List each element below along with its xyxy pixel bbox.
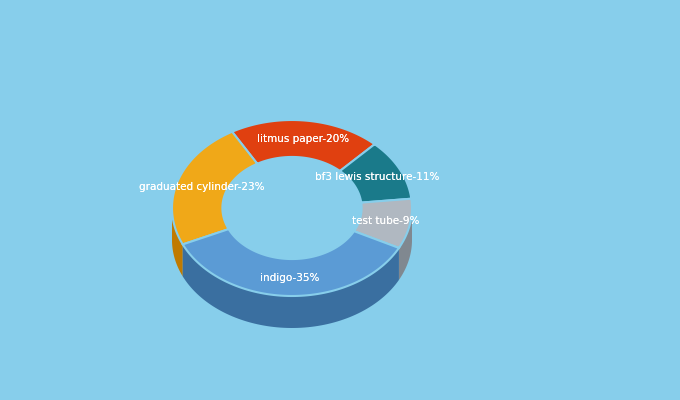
Polygon shape	[354, 208, 362, 263]
Polygon shape	[183, 244, 399, 328]
Text: bf3 lewis structure-11%: bf3 lewis structure-11%	[315, 172, 439, 182]
Text: litmus paper-20%: litmus paper-20%	[257, 134, 350, 144]
Text: indigo-35%: indigo-35%	[260, 272, 320, 282]
Polygon shape	[354, 199, 412, 248]
Polygon shape	[183, 229, 399, 296]
Text: indigo-35%: indigo-35%	[260, 272, 320, 282]
Polygon shape	[222, 209, 228, 261]
Text: litmus paper-20%: litmus paper-20%	[257, 134, 350, 144]
Polygon shape	[232, 120, 375, 171]
Polygon shape	[340, 144, 411, 203]
Polygon shape	[172, 209, 183, 276]
Text: test tube-9%: test tube-9%	[352, 216, 419, 226]
Text: bf3 lewis structure-11%: bf3 lewis structure-11%	[315, 172, 439, 182]
Polygon shape	[399, 208, 412, 280]
Ellipse shape	[222, 157, 362, 259]
Text: graduated cylinder-23%: graduated cylinder-23%	[139, 182, 265, 192]
Polygon shape	[228, 229, 354, 291]
Text: test tube-9%: test tube-9%	[352, 216, 419, 226]
Text: graduated cylinder-23%: graduated cylinder-23%	[139, 182, 265, 192]
Polygon shape	[172, 132, 257, 244]
